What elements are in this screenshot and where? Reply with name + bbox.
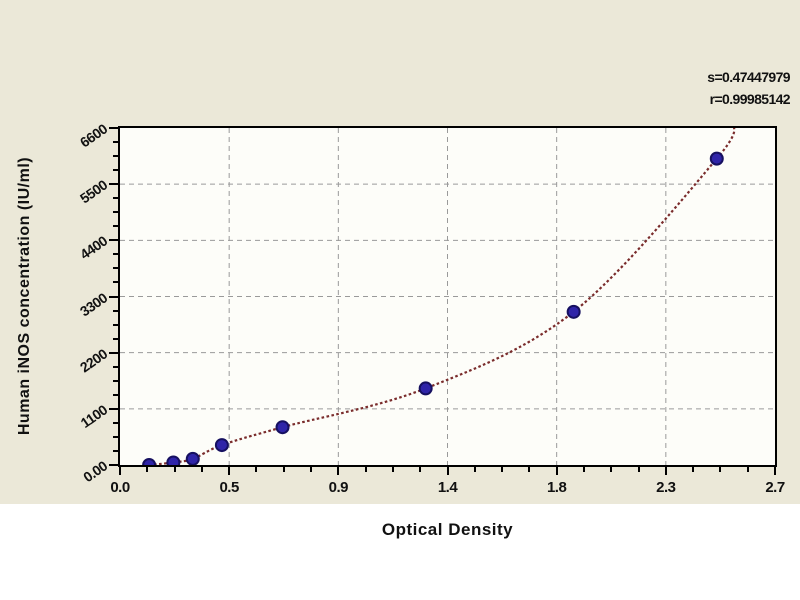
- x-axis-minor-tick: [200, 467, 203, 472]
- fitted-curve: [149, 128, 736, 465]
- x-tick-label: 1.8: [546, 479, 567, 496]
- y-axis-major-tick: [109, 351, 118, 354]
- x-axis-minor-tick: [473, 467, 476, 472]
- x-tick-label: 0.0: [110, 479, 130, 496]
- x-tick-label: 1.4: [437, 479, 458, 496]
- x-axis-minor-tick: [282, 467, 285, 472]
- x-axis-minor-tick: [419, 467, 422, 472]
- y-axis-minor-tick: [113, 141, 118, 144]
- fit-s-value: s=0.47447979: [707, 69, 790, 85]
- y-axis-minor-tick: [113, 309, 118, 312]
- x-axis-major-tick: [664, 467, 667, 475]
- y-axis-minor-tick: [113, 225, 118, 228]
- x-axis-major-tick: [446, 467, 449, 475]
- x-tick-label: 0.9: [328, 479, 349, 496]
- y-axis-major-tick: [109, 183, 118, 186]
- y-axis-minor-tick: [113, 155, 118, 158]
- y-axis-minor-tick: [113, 281, 118, 284]
- y-axis-major-tick: [109, 464, 118, 466]
- plot-area: [118, 126, 777, 467]
- x-axis-major-tick: [228, 467, 231, 475]
- data-point: [709, 151, 724, 166]
- x-axis-minor-tick: [719, 467, 722, 472]
- x-axis-minor-tick: [692, 467, 695, 472]
- y-axis-minor-tick: [113, 379, 118, 382]
- y-axis-minor-tick: [113, 449, 118, 452]
- x-axis-minor-tick: [364, 467, 367, 472]
- x-axis-minor-tick: [582, 467, 585, 472]
- x-axis-minor-tick: [610, 467, 613, 472]
- y-axis-minor-tick: [113, 253, 118, 256]
- x-axis-minor-tick: [746, 467, 749, 472]
- data-point: [275, 420, 290, 435]
- y-axis-minor-tick: [113, 197, 118, 200]
- x-axis-title: Optical Density: [381, 520, 514, 539]
- y-axis-minor-tick: [113, 169, 118, 172]
- y-axis-minor-tick: [113, 323, 118, 326]
- y-axis-minor-tick: [113, 435, 118, 438]
- x-axis-major-tick: [337, 467, 340, 475]
- data-point: [214, 438, 229, 453]
- x-axis-minor-tick: [255, 467, 258, 472]
- data-point: [142, 458, 157, 465]
- y-axis-minor-tick: [113, 267, 118, 270]
- data-point: [185, 451, 200, 465]
- y-axis-major-tick: [109, 127, 118, 129]
- y-axis-minor-tick: [113, 393, 118, 396]
- x-tick-label: 2.3: [656, 479, 676, 496]
- x-axis-minor-tick: [391, 467, 394, 472]
- y-axis-major-tick: [109, 407, 118, 410]
- x-axis-minor-tick: [146, 467, 149, 472]
- data-point: [166, 455, 181, 465]
- x-axis-minor-tick: [637, 467, 640, 472]
- x-tick-label: 2.7: [765, 479, 785, 496]
- y-axis-title: Human iNOS concentration (IU/ml): [16, 156, 33, 436]
- y-axis-minor-tick: [113, 365, 118, 368]
- x-axis-minor-tick: [310, 467, 313, 472]
- x-axis-major-tick: [774, 467, 776, 475]
- data-point: [566, 304, 581, 319]
- y-axis-major-tick: [109, 239, 118, 242]
- fit-r-value: r=0.99985142: [709, 91, 791, 107]
- fit-statistics: s=0.47447979 r=0.99985142: [707, 66, 790, 110]
- x-axis-major-tick: [119, 467, 121, 475]
- x-axis-minor-tick: [528, 467, 531, 472]
- x-axis-major-tick: [555, 467, 558, 475]
- x-axis-minor-tick: [501, 467, 504, 472]
- x-axis-minor-tick: [173, 467, 176, 472]
- y-axis-major-tick: [109, 295, 118, 298]
- x-tick-label: 0.5: [219, 479, 239, 496]
- y-axis-minor-tick: [113, 421, 118, 424]
- y-axis-minor-tick: [113, 337, 118, 340]
- standard-curve-plot: [120, 128, 775, 465]
- data-point: [418, 381, 433, 396]
- y-axis-minor-tick: [113, 211, 118, 214]
